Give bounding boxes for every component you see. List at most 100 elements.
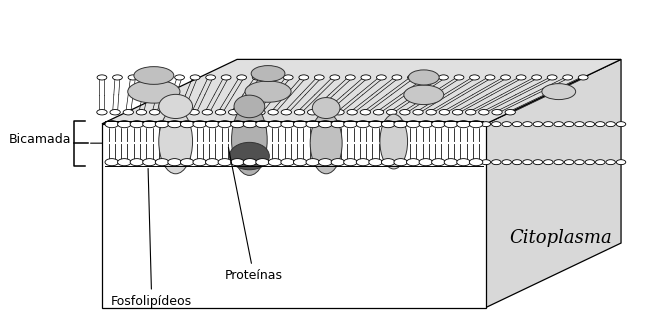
Ellipse shape — [134, 67, 174, 84]
Circle shape — [345, 75, 355, 80]
Ellipse shape — [380, 114, 408, 169]
Circle shape — [155, 159, 169, 166]
Circle shape — [143, 159, 156, 166]
Polygon shape — [486, 59, 621, 307]
Circle shape — [243, 121, 257, 128]
Circle shape — [578, 75, 588, 80]
Circle shape — [369, 159, 382, 166]
Circle shape — [334, 110, 344, 115]
Circle shape — [97, 75, 107, 80]
Ellipse shape — [232, 105, 267, 176]
Circle shape — [193, 121, 206, 128]
Circle shape — [512, 122, 522, 127]
Circle shape — [481, 160, 490, 165]
Circle shape — [444, 121, 457, 128]
Circle shape — [314, 75, 324, 80]
Circle shape — [575, 160, 584, 165]
Text: Proteínas: Proteínas — [225, 148, 283, 282]
Circle shape — [585, 160, 595, 165]
Ellipse shape — [408, 70, 439, 85]
Text: Citoplasma: Citoplasma — [509, 229, 611, 247]
Circle shape — [181, 159, 194, 166]
Circle shape — [206, 121, 219, 128]
Circle shape — [533, 122, 543, 127]
Circle shape — [454, 75, 464, 80]
Circle shape — [331, 121, 345, 128]
Circle shape — [501, 75, 510, 80]
Circle shape — [176, 110, 186, 115]
Circle shape — [595, 160, 605, 165]
Circle shape — [206, 75, 215, 80]
Circle shape — [237, 75, 247, 80]
Circle shape — [533, 160, 543, 165]
Circle shape — [306, 121, 320, 128]
Circle shape — [377, 75, 386, 80]
Circle shape — [408, 75, 417, 80]
Circle shape — [97, 110, 107, 115]
Circle shape — [356, 159, 370, 166]
Circle shape — [466, 110, 476, 115]
Circle shape — [381, 121, 395, 128]
Circle shape — [318, 121, 332, 128]
Text: Fosfolipídeos: Fosfolipídeos — [111, 168, 192, 307]
Circle shape — [318, 159, 332, 166]
Circle shape — [347, 110, 357, 115]
Circle shape — [252, 75, 262, 80]
Circle shape — [215, 110, 226, 115]
Circle shape — [283, 75, 293, 80]
Circle shape — [243, 159, 257, 166]
Circle shape — [617, 122, 626, 127]
Ellipse shape — [127, 80, 180, 103]
Ellipse shape — [251, 66, 285, 82]
Circle shape — [269, 159, 282, 166]
Ellipse shape — [159, 109, 193, 174]
Circle shape — [168, 121, 181, 128]
Circle shape — [439, 110, 450, 115]
Circle shape — [492, 160, 501, 165]
Circle shape — [502, 122, 511, 127]
Circle shape — [439, 75, 448, 80]
Circle shape — [175, 75, 184, 80]
Circle shape — [162, 110, 173, 115]
Circle shape — [394, 159, 408, 166]
Circle shape — [221, 75, 231, 80]
Ellipse shape — [230, 142, 269, 170]
Circle shape — [564, 160, 574, 165]
Circle shape — [159, 75, 169, 80]
Circle shape — [331, 159, 345, 166]
Circle shape — [554, 122, 564, 127]
Circle shape — [606, 160, 615, 165]
Circle shape — [419, 159, 433, 166]
Ellipse shape — [542, 84, 576, 99]
Circle shape — [110, 110, 120, 115]
Circle shape — [406, 159, 420, 166]
Circle shape — [193, 159, 206, 166]
Ellipse shape — [404, 85, 444, 105]
Circle shape — [118, 159, 131, 166]
Circle shape — [356, 121, 370, 128]
Circle shape — [423, 75, 433, 80]
Circle shape — [137, 110, 147, 115]
Circle shape — [255, 110, 265, 115]
Circle shape — [575, 122, 584, 127]
Circle shape — [218, 159, 232, 166]
Circle shape — [523, 160, 532, 165]
Circle shape — [485, 75, 495, 80]
Circle shape — [144, 75, 153, 80]
Circle shape — [228, 110, 239, 115]
Circle shape — [413, 110, 423, 115]
Circle shape — [479, 110, 489, 115]
Circle shape — [321, 110, 331, 115]
Circle shape — [432, 159, 445, 166]
Circle shape — [281, 159, 294, 166]
Circle shape — [268, 75, 278, 80]
Circle shape — [202, 110, 212, 115]
Circle shape — [469, 121, 483, 128]
Circle shape — [492, 122, 501, 127]
Circle shape — [457, 121, 470, 128]
Circle shape — [469, 159, 483, 166]
Circle shape — [457, 159, 470, 166]
Circle shape — [564, 122, 574, 127]
Circle shape — [149, 110, 160, 115]
Circle shape — [294, 121, 307, 128]
